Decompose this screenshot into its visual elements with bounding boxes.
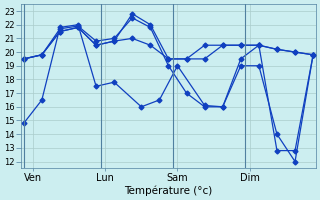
X-axis label: Température (°c): Température (°c) [124,185,212,196]
